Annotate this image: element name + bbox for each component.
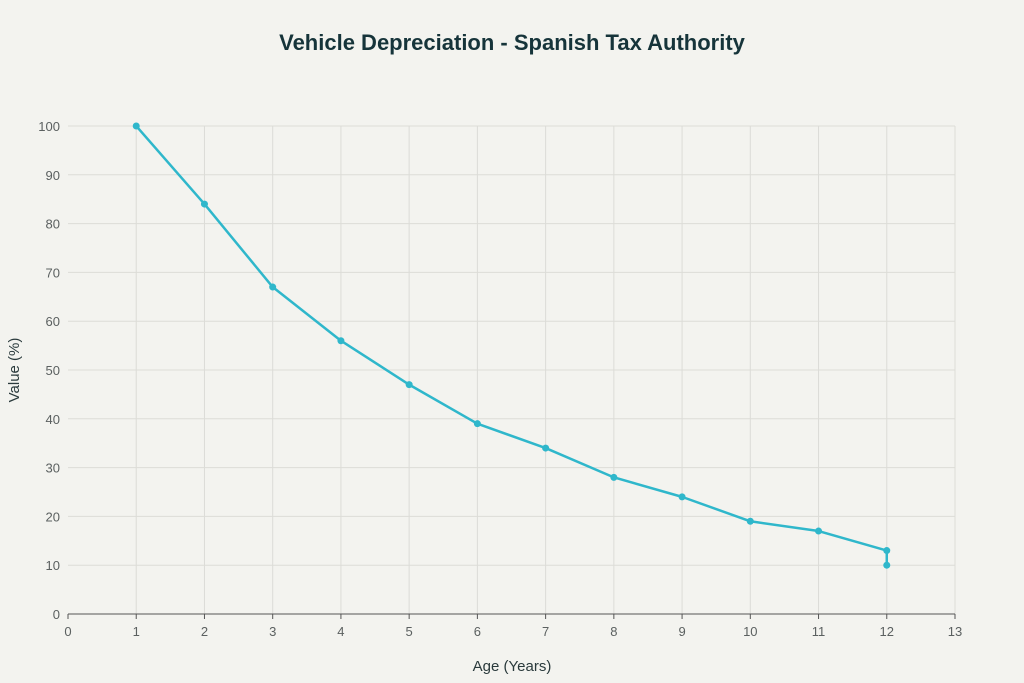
x-tick-label: 13	[948, 624, 962, 639]
y-tick-label: 10	[46, 558, 60, 573]
y-tick-label: 40	[46, 412, 60, 427]
data-point[interactable]	[883, 561, 891, 569]
data-point[interactable]	[132, 122, 140, 130]
data-point[interactable]	[542, 444, 550, 452]
x-tick-label: 7	[542, 624, 549, 639]
chart-title: Vehicle Depreciation - Spanish Tax Autho…	[279, 30, 746, 55]
y-axis-label: Value (%)	[6, 338, 23, 403]
data-point[interactable]	[883, 547, 891, 555]
y-tick-label: 20	[46, 509, 60, 524]
y-tick-label: 0	[53, 607, 60, 622]
x-tick-label: 4	[337, 624, 344, 639]
data-point[interactable]	[815, 527, 823, 535]
data-point[interactable]	[678, 493, 686, 501]
data-point[interactable]	[473, 420, 481, 428]
y-tick-label: 50	[46, 363, 60, 378]
x-axis-label: Age (Years)	[473, 658, 552, 675]
data-point[interactable]	[746, 517, 754, 525]
data-point[interactable]	[269, 283, 277, 291]
y-tick-label: 30	[46, 461, 60, 476]
y-tick-label: 80	[46, 217, 60, 232]
x-tick-label: 10	[743, 624, 757, 639]
y-tick-label: 100	[38, 119, 60, 134]
data-point[interactable]	[200, 200, 208, 208]
x-tick-label: 6	[474, 624, 481, 639]
x-tick-label: 0	[64, 624, 71, 639]
y-tick-label: 60	[46, 314, 60, 329]
x-tick-label: 12	[880, 624, 894, 639]
data-point[interactable]	[337, 337, 345, 345]
x-tick-label: 2	[201, 624, 208, 639]
x-tick-label: 9	[678, 624, 685, 639]
series-line	[135, 125, 889, 566]
data-point[interactable]	[405, 381, 413, 389]
x-tick-label: 5	[406, 624, 413, 639]
x-tick-label: 8	[610, 624, 617, 639]
data-point[interactable]	[610, 473, 618, 481]
y-tick-label: 90	[46, 168, 60, 183]
x-tick-label: 3	[269, 624, 276, 639]
y-tick-label: 70	[46, 265, 60, 280]
x-tick-label: 1	[133, 624, 140, 639]
x-tick-label: 11	[812, 624, 826, 639]
